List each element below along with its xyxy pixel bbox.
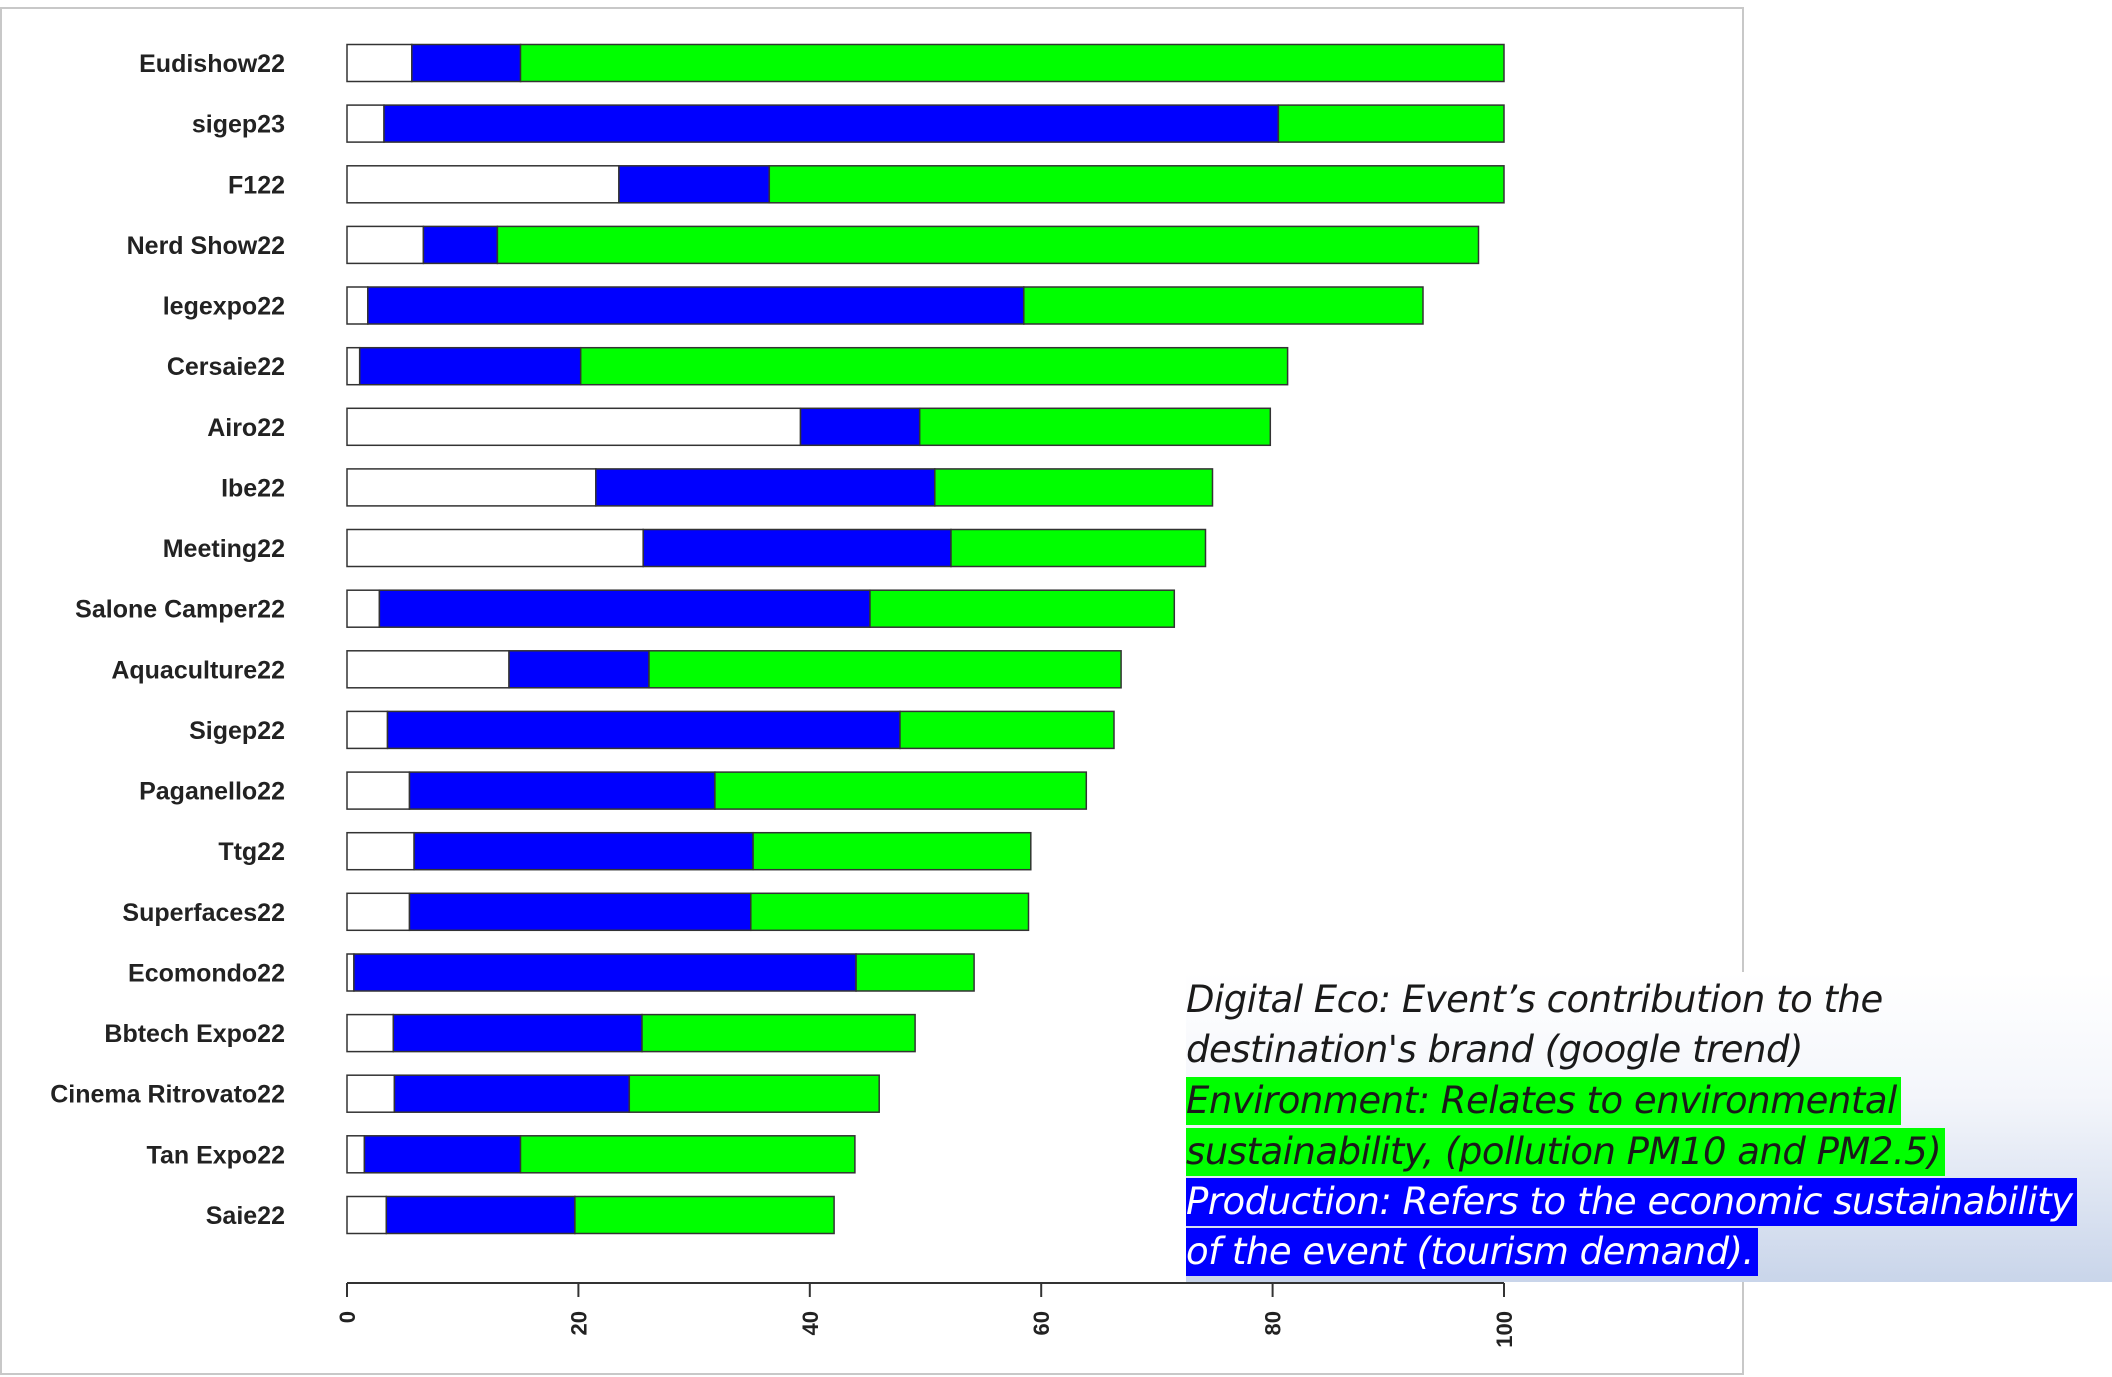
x-tick-label: 20 (566, 1311, 591, 1335)
category-label: Superfaces22 (122, 899, 285, 927)
bar-segment-3 (628, 1074, 880, 1113)
category-label: Cinema Ritrovato22 (50, 1081, 285, 1109)
category-label: Cersaie22 (167, 353, 285, 381)
bar-segment-2 (422, 225, 499, 265)
category-label: Ibe22 (221, 474, 285, 502)
bar-segment-2 (367, 286, 1025, 325)
bar-segment-1 (346, 1013, 395, 1053)
bar-segment-2 (358, 346, 582, 386)
bar-segment-1 (346, 892, 411, 932)
category-label: Aquaculture22 (111, 656, 285, 684)
bar-segment-2 (392, 1013, 643, 1053)
bar-segment-1 (346, 468, 597, 507)
bar-segment-1 (346, 650, 510, 689)
plot-frame (0, 7, 1744, 1375)
category-label: legexpo22 (163, 293, 285, 321)
category-label: Ttg22 (218, 838, 285, 866)
bar-segment-2 (408, 771, 716, 810)
bar-segment-2 (413, 831, 754, 871)
bar-segment-3 (768, 165, 1505, 204)
bar-segment-2 (799, 407, 921, 447)
x-tick-label: 40 (798, 1311, 823, 1335)
legend-environment-line-2: sustainability, (pollution PM10 and PM2.… (1186, 1128, 1946, 1176)
category-label: Saie22 (206, 1202, 285, 1230)
legend-production-line-1: Production: Refers to the economic susta… (1186, 1178, 2077, 1226)
bar-segment-1 (346, 528, 644, 568)
bar-segment-2 (386, 710, 901, 750)
x-axis: 0 20 40 60 80 100 (335, 1282, 1517, 1348)
bar-segment-1 (346, 1074, 396, 1113)
x-tick-label: 80 (1261, 1311, 1286, 1335)
category-label: sigep23 (192, 111, 285, 139)
bar-segment-3 (574, 1195, 835, 1235)
bar-segment-2 (383, 104, 1280, 143)
bar-segment-3 (519, 43, 1505, 83)
bar-segment-2 (378, 589, 871, 628)
bar-segment-3 (855, 953, 975, 992)
bar-segment-2 (508, 650, 650, 689)
x-tick-label: 60 (1029, 1311, 1054, 1335)
category-label: Ecomondo22 (128, 960, 285, 988)
bar-segment-3 (519, 1135, 856, 1174)
bar-segment-2 (642, 528, 952, 568)
bar-segment-2 (363, 1135, 522, 1174)
bar-segment-2 (595, 468, 936, 507)
bar-segment-3 (1277, 104, 1505, 143)
category-label: F122 (228, 171, 285, 199)
category-label: Airo22 (207, 414, 285, 442)
bar-segment-3 (579, 346, 1289, 386)
bar-segment-2 (353, 953, 857, 992)
bar-segment-3 (934, 468, 1214, 507)
category-label: Salone Camper22 (75, 596, 285, 624)
bars-group (346, 43, 1505, 1235)
bar-segment-1 (346, 953, 355, 992)
category-label: Meeting22 (163, 535, 285, 563)
bar-segment-3 (950, 528, 1207, 568)
category-labels: Eudishow22 sigep23 F122 Nerd Show22 legexpo2… (50, 50, 285, 1230)
legend-environment-line-1: Environment: Relates to environmental (1186, 1077, 1901, 1125)
bar-segment-2 (408, 892, 752, 932)
legend-digital-eco-line-2: destination's brand (google trend) (1186, 1028, 1803, 1071)
category-label: Nerd Show22 (127, 232, 285, 260)
bar-segment-1 (346, 710, 389, 750)
category-label: Paganello22 (139, 778, 285, 806)
legend-production-line-2: of the event (tourism demand). (1186, 1228, 1758, 1276)
bar-segment-3 (641, 1013, 916, 1053)
bar-segment-1 (346, 771, 411, 810)
x-tick-label: 100 (1492, 1311, 1517, 1348)
legend-digital-eco-line-1: Digital Eco: Event’s contribution to the (1186, 978, 1883, 1021)
bar-segment-3 (918, 407, 1272, 447)
bar-segment-3 (750, 892, 1030, 932)
bar-segment-3 (714, 771, 1088, 810)
bar-segment-3 (752, 831, 1032, 871)
category-label: Tan Expo22 (147, 1141, 285, 1169)
bar-segment-1 (346, 346, 361, 386)
bar-segment-1 (346, 1195, 388, 1235)
bar-segment-3 (899, 710, 1115, 750)
bar-segment-2 (385, 1195, 576, 1235)
bar-segment-2 (393, 1074, 631, 1113)
bar-segment-1 (346, 286, 369, 325)
bar-segment-2 (411, 43, 522, 83)
bar-segment-3 (496, 225, 1480, 265)
bar-segment-1 (346, 225, 425, 265)
bar-segment-3 (648, 650, 1122, 689)
bar-segment-2 (618, 165, 771, 204)
category-label: Eudishow22 (139, 50, 285, 78)
category-label: Sigep22 (189, 717, 285, 745)
bar-segment-1 (346, 407, 802, 447)
bar-segment-1 (346, 165, 620, 204)
x-tick-label: 0 (335, 1311, 360, 1323)
bar-segment-1 (346, 43, 413, 83)
bar-segment-3 (869, 589, 1176, 628)
bar-segment-1 (346, 831, 415, 871)
category-label: Bbtech Expo22 (104, 1020, 285, 1048)
bar-segment-1 (346, 589, 381, 628)
bar-segment-3 (1023, 286, 1424, 325)
bar-segment-1 (346, 104, 385, 143)
bar-segment-1 (346, 1135, 366, 1174)
